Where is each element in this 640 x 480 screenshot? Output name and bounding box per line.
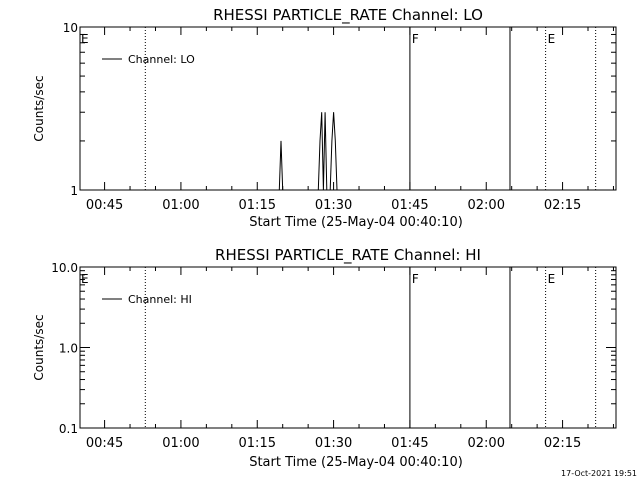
x-tick-label: 02:00 xyxy=(468,198,505,213)
event-marker-label: F xyxy=(412,32,419,46)
x-tick-label: 01:15 xyxy=(239,198,276,213)
event-marker-label: E xyxy=(81,32,89,46)
x-tick-label: 01:00 xyxy=(162,198,199,213)
y-axis-label: Counts/sec xyxy=(32,314,46,380)
x-tick-label: 00:45 xyxy=(86,198,123,213)
y-tick-label: 10 xyxy=(63,21,78,35)
panel-1: RHESSI PARTICLE_RATE Channel: LO Counts/s… xyxy=(32,6,617,230)
plot-timestamp: 17-Oct-2021 19:51 xyxy=(561,469,637,478)
event-marker-label: E xyxy=(81,272,89,286)
x-tick-label: 01:30 xyxy=(315,436,352,451)
panel-2: RHESSI PARTICLE_RATE Channel: HI Counts/s… xyxy=(32,246,617,470)
plot-frame xyxy=(79,26,617,191)
x-tick-label: 00:45 xyxy=(86,436,123,451)
y-tick-label: 10.0 xyxy=(51,261,78,275)
y-tick-label: 1.0 xyxy=(59,342,78,356)
series-line xyxy=(278,112,338,191)
x-tick-label: 01:45 xyxy=(391,198,428,213)
x-tick-label: 01:45 xyxy=(391,436,428,451)
x-tick-label: 02:15 xyxy=(544,436,581,451)
x-axis-label: Start Time (25-May-04 00:40:10) xyxy=(249,215,463,230)
x-tick-label: 02:15 xyxy=(544,198,581,213)
x-tick-label: 01:30 xyxy=(315,198,352,213)
x-axis-label: Start Time (25-May-04 00:40:10) xyxy=(249,455,463,470)
x-tick-label: 02:00 xyxy=(468,436,505,451)
legend-label: Channel: LO xyxy=(128,53,195,66)
x-tick-label: 01:00 xyxy=(162,436,199,451)
plot-frame xyxy=(79,266,617,429)
y-tick-label: 1 xyxy=(70,184,78,198)
x-tick-label: 01:15 xyxy=(239,436,276,451)
event-marker-label: E xyxy=(548,32,556,46)
chart-title: RHESSI PARTICLE_RATE Channel: LO xyxy=(213,6,483,25)
legend-label: Channel: HI xyxy=(128,293,192,306)
chart-title: RHESSI PARTICLE_RATE Channel: HI xyxy=(215,246,481,265)
y-tick-label: 0.1 xyxy=(59,422,78,436)
event-marker-label: E xyxy=(548,272,556,286)
y-axis-label: Counts/sec xyxy=(32,75,46,141)
event-marker-label: F xyxy=(412,272,419,286)
